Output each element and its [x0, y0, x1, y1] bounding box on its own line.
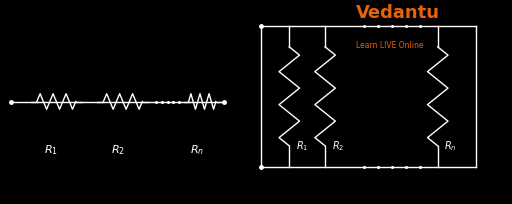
Text: $R_2$: $R_2$	[111, 143, 125, 156]
Text: $R_n$: $R_n$	[190, 143, 204, 156]
Text: Vedantu: Vedantu	[356, 4, 440, 22]
Text: $R_1$: $R_1$	[296, 139, 308, 152]
Text: $R_n$: $R_n$	[444, 139, 457, 152]
Text: $R_2$: $R_2$	[332, 139, 344, 152]
Text: $R_1$: $R_1$	[44, 143, 58, 156]
Text: Learn LIVE Online: Learn LIVE Online	[356, 41, 423, 50]
